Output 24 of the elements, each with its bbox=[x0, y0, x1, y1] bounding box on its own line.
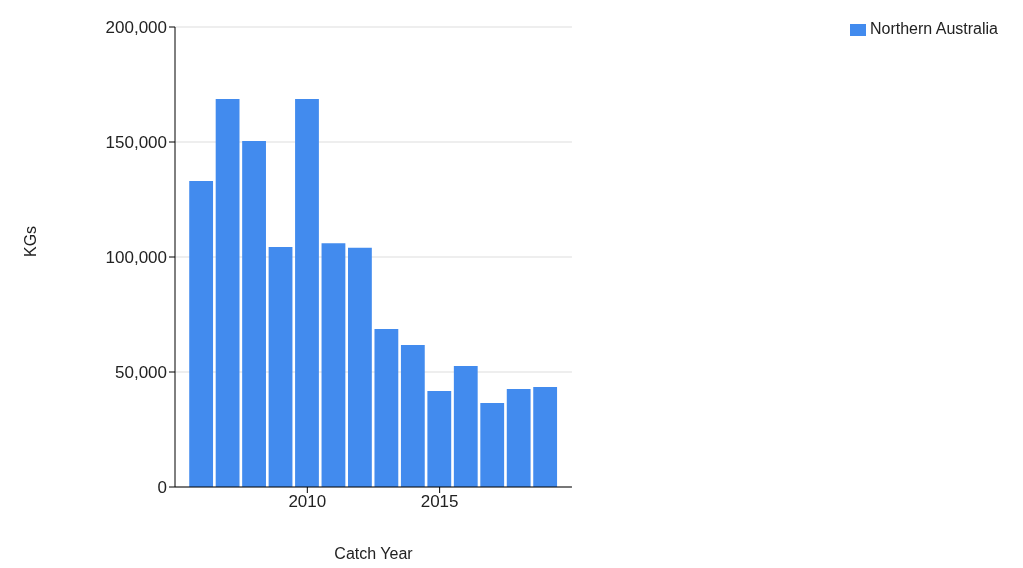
y-axis-title: KGs bbox=[21, 225, 39, 257]
y-tick-label: 0 bbox=[157, 478, 167, 498]
bar bbox=[533, 386, 558, 487]
bar bbox=[480, 403, 505, 487]
y-tick-label: 100,000 bbox=[105, 248, 167, 268]
bar bbox=[427, 391, 452, 487]
bar bbox=[348, 247, 372, 487]
bar bbox=[295, 98, 319, 487]
y-tick-label: 150,000 bbox=[105, 133, 167, 153]
y-tick-label: 200,000 bbox=[105, 18, 167, 38]
bar bbox=[268, 247, 293, 487]
x-tick-label: 2010 bbox=[288, 492, 327, 512]
bar bbox=[321, 243, 346, 487]
x-tick-label: 2015 bbox=[420, 492, 459, 512]
x-axis-title: Catch Year bbox=[334, 545, 414, 562]
bar bbox=[242, 141, 266, 487]
bar bbox=[400, 345, 425, 487]
bar bbox=[506, 389, 531, 487]
bar bbox=[189, 181, 214, 487]
legend-label: Northern Australia bbox=[869, 20, 998, 37]
bar bbox=[453, 366, 478, 487]
bar bbox=[374, 328, 399, 487]
y-tick-label: 50,000 bbox=[115, 363, 167, 383]
bar bbox=[215, 98, 240, 487]
